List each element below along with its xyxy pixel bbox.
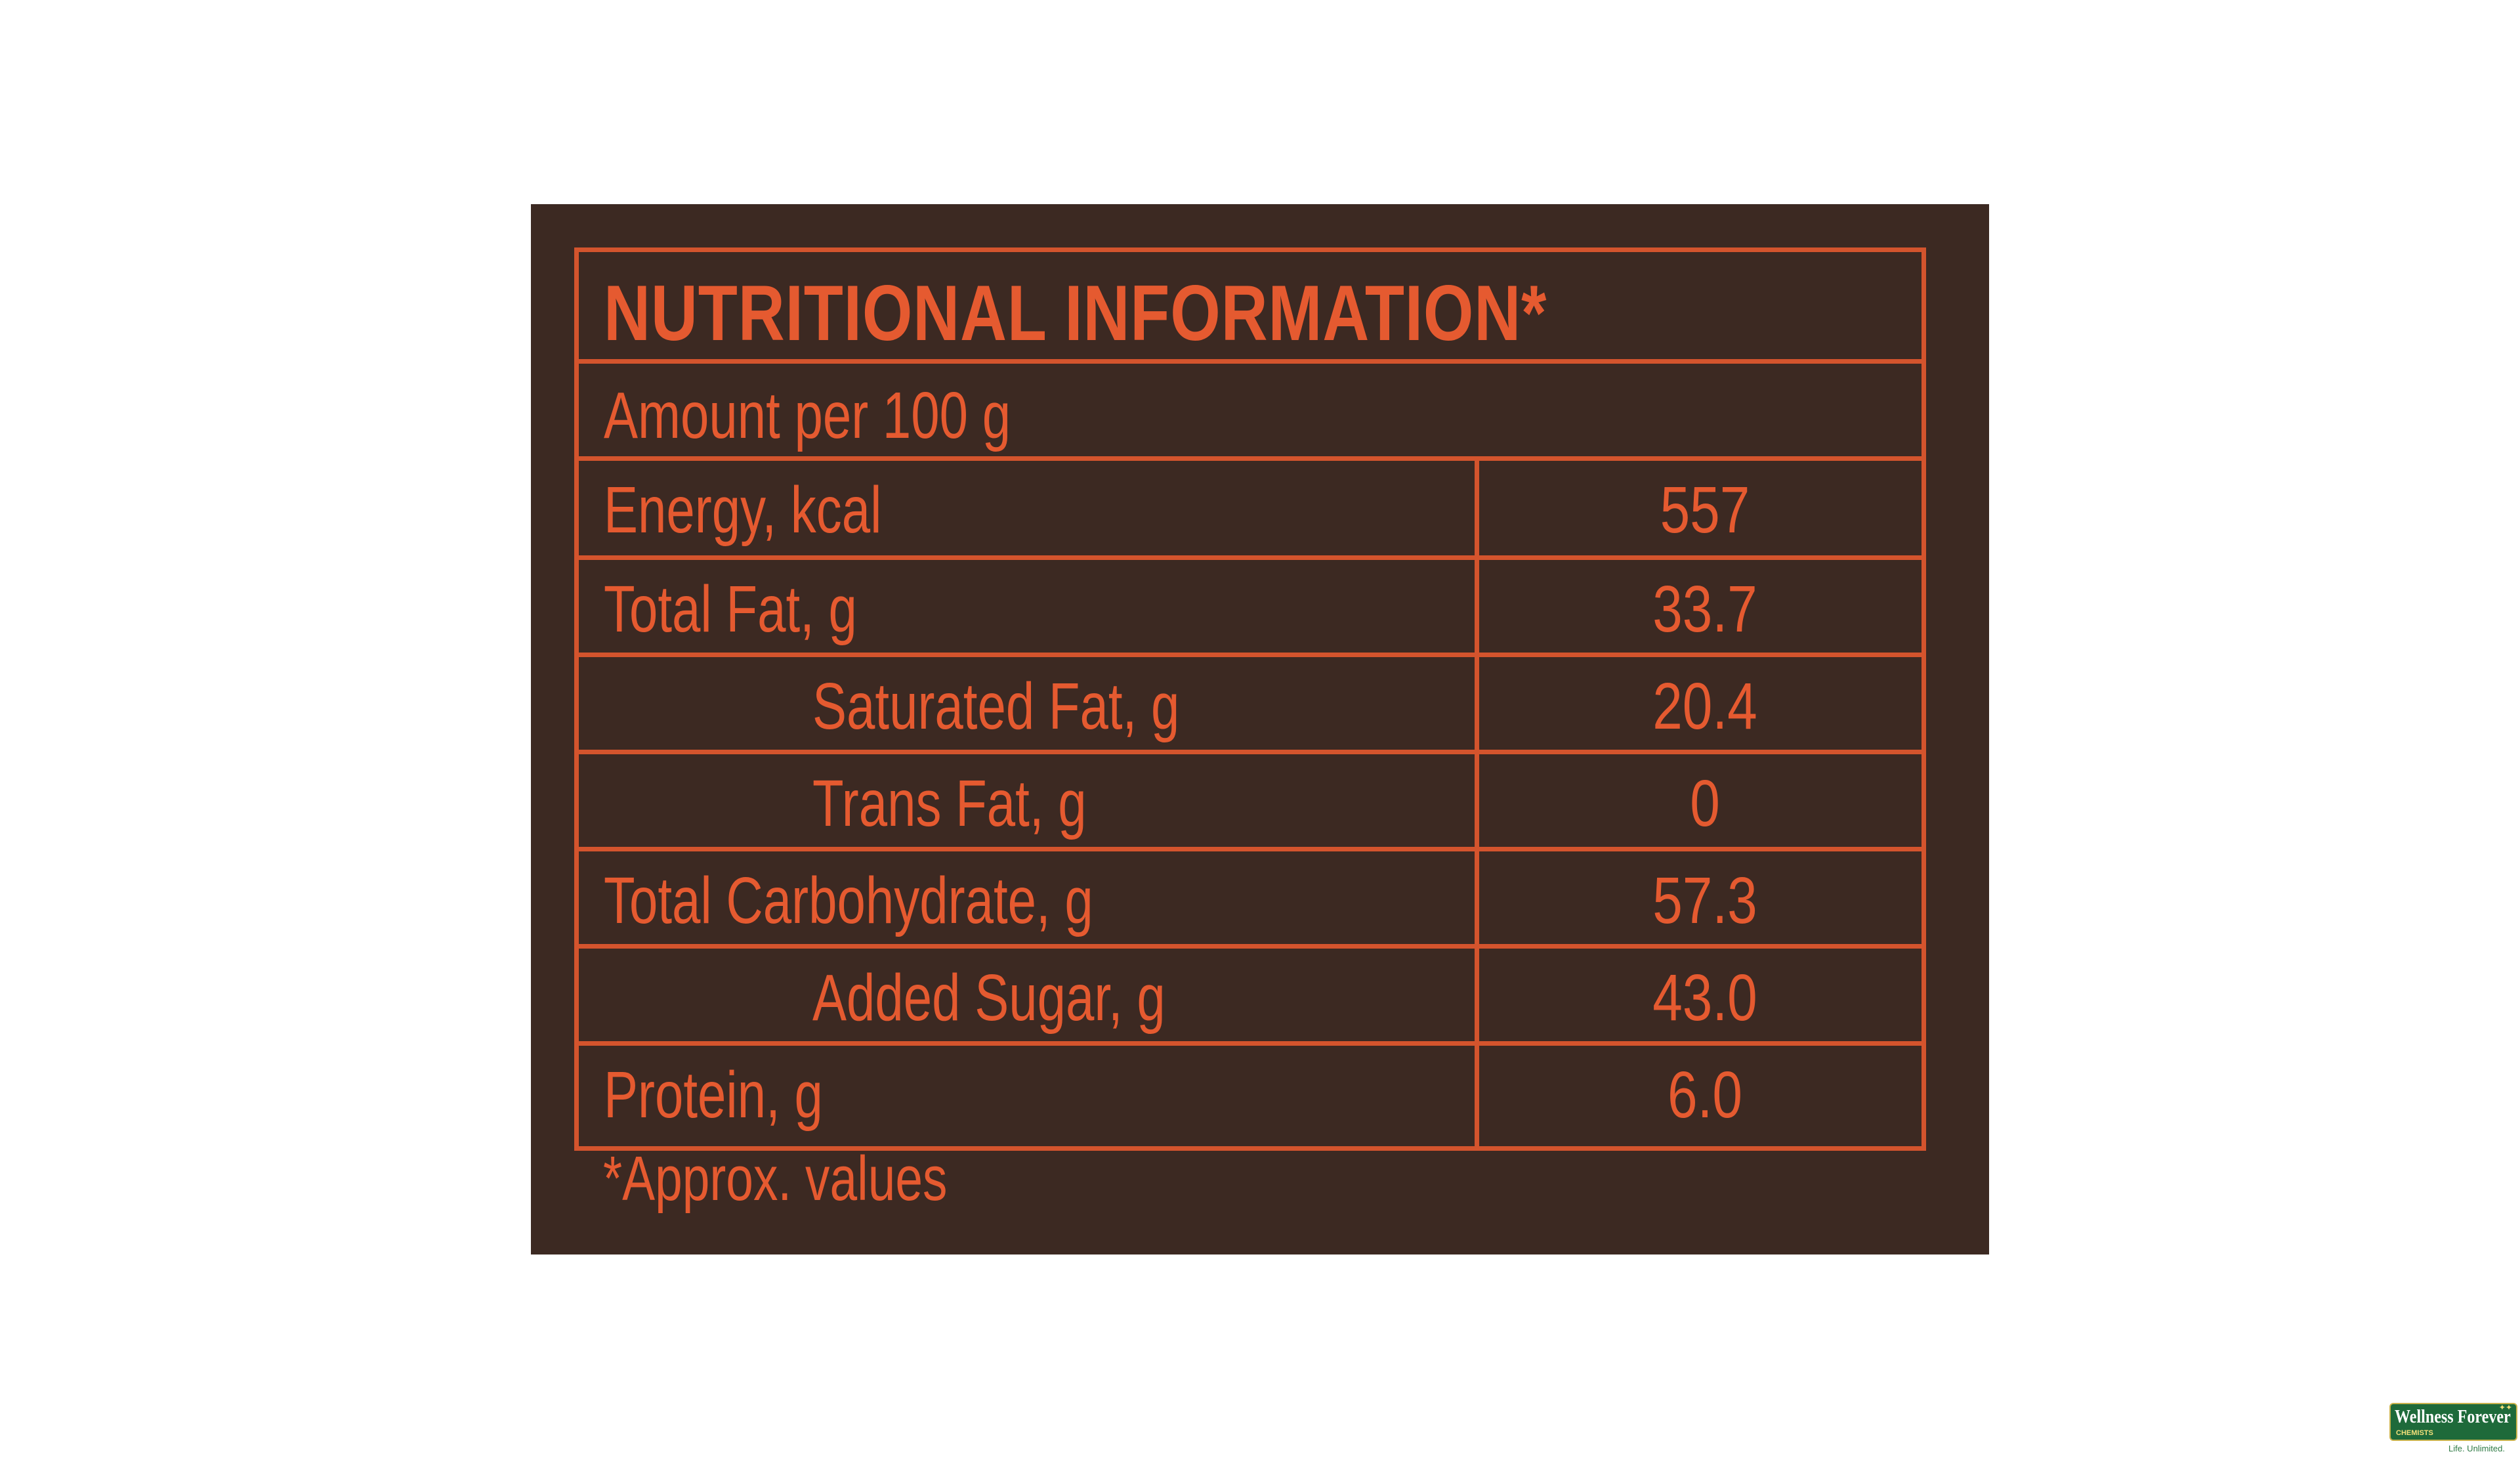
- table-row: Total Carbohydrate, g 57.3: [579, 851, 1922, 949]
- nutrient-value: 33.7: [1652, 572, 1757, 646]
- brand-tagline: Life. Unlimited.: [2448, 1444, 2505, 1453]
- table-row: Total Fat, g 33.7: [579, 560, 1922, 657]
- column-divider: [1475, 1046, 1479, 1146]
- nutrient-label: Added Sugar, g: [812, 961, 1166, 1035]
- table-title-row: NUTRITIONAL INFORMATION*: [579, 252, 1922, 364]
- table-row: Protein, g 6.0: [579, 1046, 1922, 1146]
- brand-logo: ✦✦ Wellness Forever CHEMISTS Life. Unlim…: [2389, 1403, 2517, 1455]
- nutrition-panel: NUTRITIONAL INFORMATION* Amount per 100 …: [531, 204, 1989, 1254]
- table-row: Saturated Fat, g 20.4: [579, 657, 1922, 754]
- nutrient-value: 6.0: [1667, 1058, 1742, 1132]
- nutrition-table: NUTRITIONAL INFORMATION* Amount per 100 …: [574, 247, 1926, 1151]
- nutrient-value: 57.3: [1652, 864, 1757, 937]
- nutrient-label: Total Fat, g: [604, 572, 857, 646]
- nutrient-value: 557: [1660, 473, 1750, 547]
- nutrient-label: Trans Fat, g: [812, 767, 1087, 840]
- brand-name: Wellness Forever: [2395, 1407, 2511, 1427]
- nutrient-label: Energy, kcal: [604, 473, 882, 547]
- brand-logo-badge: ✦✦ Wellness Forever CHEMISTS: [2389, 1403, 2517, 1441]
- brand-subtitle: CHEMISTS: [2396, 1429, 2433, 1437]
- column-divider: [1475, 560, 1479, 653]
- table-row: Added Sugar, g 43.0: [579, 949, 1922, 1046]
- nutrient-value: 43.0: [1652, 961, 1757, 1035]
- column-divider: [1475, 657, 1479, 750]
- table-title: NUTRITIONAL INFORMATION*: [604, 269, 1547, 357]
- column-divider: [1475, 949, 1479, 1041]
- star-icon: ✦✦: [2498, 1403, 2512, 1412]
- nutrient-label: Total Carbohydrate, g: [604, 864, 1093, 937]
- amount-per-row: Amount per 100 g: [579, 364, 1922, 461]
- nutrient-label: Protein, g: [604, 1058, 823, 1132]
- amount-per-label: Amount per 100 g: [604, 379, 1011, 452]
- column-divider: [1475, 461, 1479, 555]
- table-row: Trans Fat, g 0: [579, 754, 1922, 851]
- nutrient-value: 0: [1690, 767, 1720, 840]
- table-row: Energy, kcal 557: [579, 461, 1922, 560]
- nutrient-label: Saturated Fat, g: [812, 670, 1180, 743]
- column-divider: [1475, 754, 1479, 847]
- column-divider: [1475, 851, 1479, 944]
- nutrient-value: 20.4: [1652, 670, 1757, 743]
- footnote: *Approx. values: [603, 1144, 948, 1214]
